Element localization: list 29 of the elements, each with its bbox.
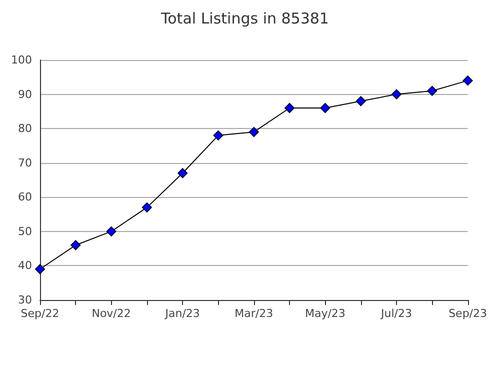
point [427, 86, 438, 96]
y-tick-label: 70 [18, 156, 32, 170]
x-tick-label: May/23 [304, 307, 346, 320]
x-tick-label: Nov/22 [92, 307, 131, 320]
point [320, 103, 330, 113]
x-tick-label: Mar/23 [234, 307, 274, 320]
point [70, 240, 81, 250]
point [248, 127, 259, 137]
point [462, 76, 473, 86]
x-tick-label: Sep/22 [20, 307, 60, 320]
x-tick-label: Jan/23 [164, 307, 200, 320]
y-tick-label: 40 [18, 259, 32, 272]
y-tick-label: 50 [18, 224, 32, 238]
y-tick-label: 80 [18, 122, 32, 136]
y-tick-label: 100 [11, 54, 32, 66]
y-tick-label: 90 [18, 88, 32, 101]
point [391, 89, 402, 100]
point [213, 130, 224, 140]
x-tick-label: Sep/23 [448, 307, 487, 320]
point [35, 264, 45, 274]
point [142, 202, 152, 212]
point [106, 226, 116, 236]
x-tick-label: Jul/23 [380, 307, 412, 320]
point [284, 103, 295, 113]
chart-title: Total Listings in 85381 [160, 10, 329, 28]
point [356, 96, 366, 106]
y-tick-label: 30 [18, 294, 32, 306]
y-tick-label: 60 [18, 190, 32, 204]
point [178, 168, 188, 178]
